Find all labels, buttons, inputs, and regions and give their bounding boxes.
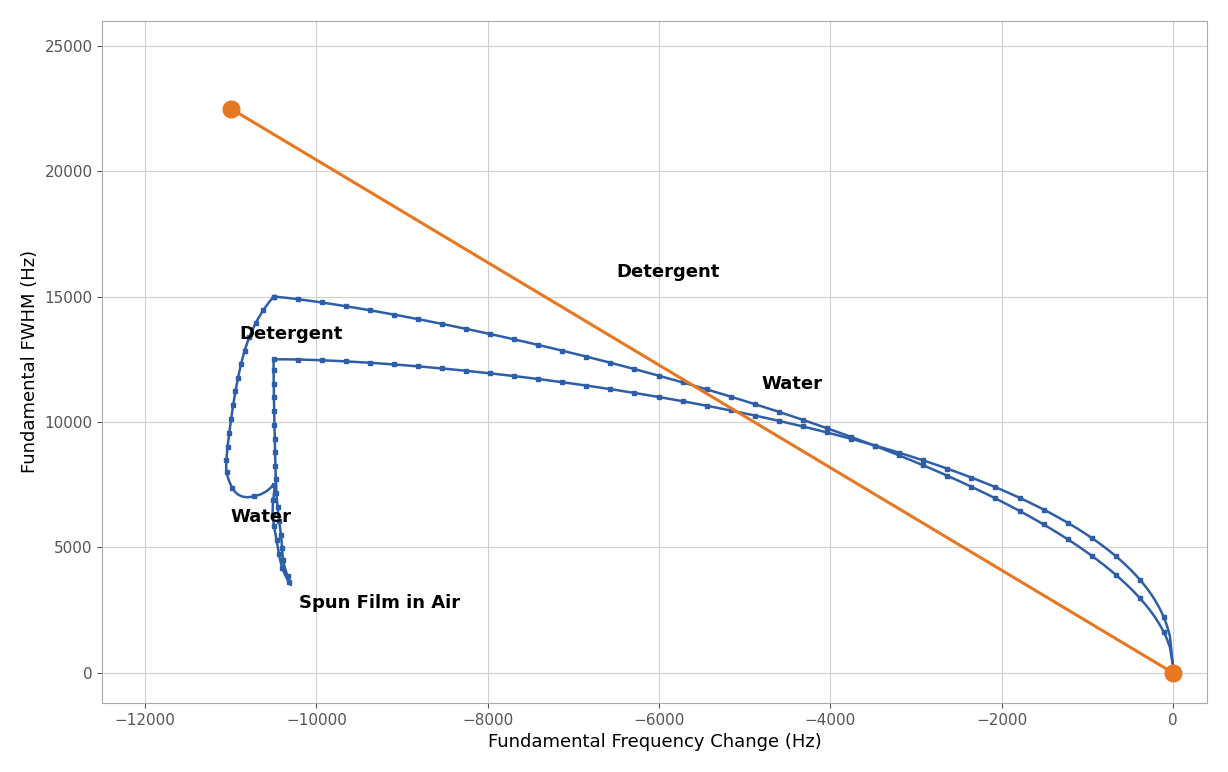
Text: Detergent: Detergent (616, 262, 720, 280)
Text: Water: Water (761, 375, 823, 394)
Text: Water: Water (231, 508, 292, 527)
X-axis label: Fundamental Frequency Change (Hz): Fundamental Frequency Change (Hz) (488, 733, 822, 751)
Y-axis label: Fundamental FWHM (Hz): Fundamental FWHM (Hz) (21, 250, 39, 473)
Text: Detergent: Detergent (239, 325, 343, 344)
Text: Spun Film in Air: Spun Film in Air (300, 594, 460, 611)
